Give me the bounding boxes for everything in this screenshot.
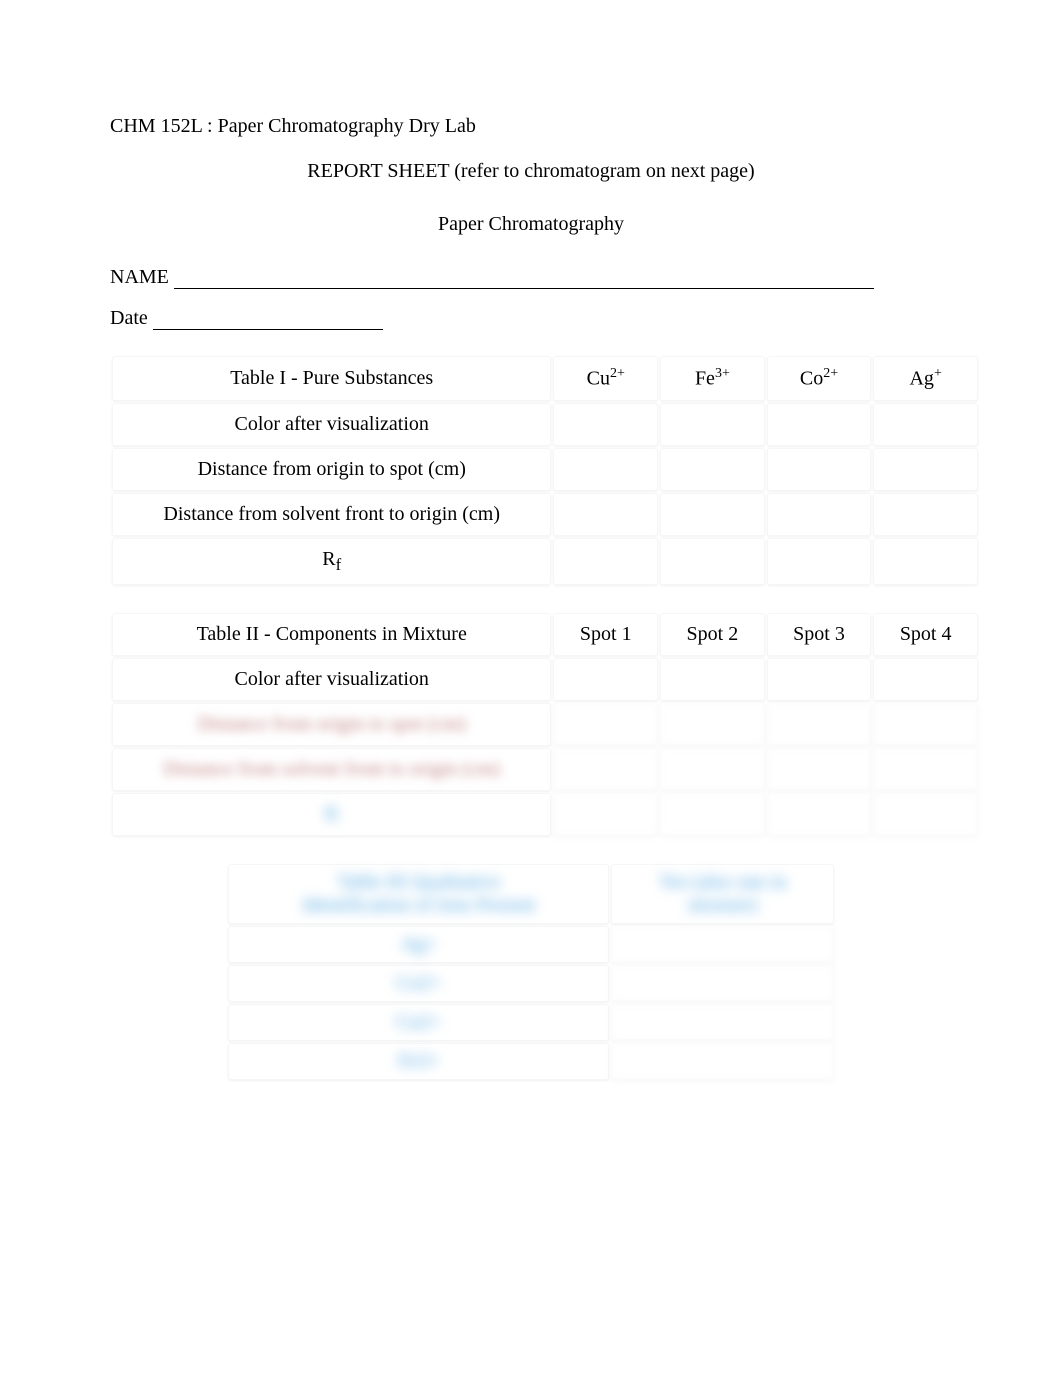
t3-row-fe: Fe3+ [228, 1043, 609, 1080]
table-row: Distance from solvent front to origin (c… [112, 748, 978, 791]
t2-cell[interactable] [873, 703, 978, 746]
table-row: Cu2+ [228, 1004, 834, 1041]
table-2-col-3: Spot 3 [767, 613, 872, 656]
t3-cell[interactable] [611, 965, 834, 1002]
t2-cell[interactable] [767, 748, 872, 791]
date-label: Date [110, 307, 148, 329]
table-row: Ag+ [228, 926, 834, 963]
name-input-line[interactable] [174, 267, 874, 289]
t2-cell[interactable] [660, 703, 765, 746]
name-field-line: NAME [110, 266, 952, 289]
t1-cell[interactable] [660, 493, 765, 536]
t1-cell[interactable] [660, 448, 765, 491]
t1-cell[interactable] [873, 493, 978, 536]
t2-cell[interactable] [873, 793, 978, 836]
t1-row-color: Color after visualization [112, 403, 551, 446]
table-row: Distance from origin to spot (cm) [112, 703, 978, 746]
table-2-title: Table II - Components in Mixture [112, 613, 551, 656]
table-1-col-cu: Cu2+ [553, 356, 658, 401]
section-title: Paper Chromatography [110, 213, 952, 236]
table-1-pure-substances: Table I - Pure Substances Cu2+ Fe3+ Co2+… [110, 354, 980, 587]
table-1-col-fe: Fe3+ [660, 356, 765, 401]
table-row: Fe3+ [228, 1043, 834, 1080]
t1-cell[interactable] [660, 403, 765, 446]
t2-cell[interactable] [767, 658, 872, 701]
t1-cell[interactable] [873, 538, 978, 585]
t1-cell[interactable] [767, 538, 872, 585]
table-row: Co2+ [228, 965, 834, 1002]
table-3-right-header: Yes (also one in mixture) [611, 864, 834, 924]
table-1-title: Table I - Pure Substances [112, 356, 551, 401]
t2-row-blurred-3: R [112, 793, 551, 836]
t3-cell[interactable] [611, 1004, 834, 1041]
t2-cell[interactable] [660, 658, 765, 701]
t1-cell[interactable] [767, 493, 872, 536]
t1-row-dist-origin: Distance from origin to spot (cm) [112, 448, 551, 491]
t2-cell[interactable] [660, 793, 765, 836]
t3-cell[interactable] [611, 926, 834, 963]
t1-cell[interactable] [553, 448, 658, 491]
t2-cell[interactable] [767, 793, 872, 836]
t2-row-blurred-2: Distance from solvent front to origin (c… [112, 748, 551, 791]
t1-row-dist-solvent: Distance from solvent front to origin (c… [112, 493, 551, 536]
table-row: Distance from solvent front to origin (c… [112, 493, 978, 536]
t1-row-rf: Rf [112, 538, 551, 585]
name-label: NAME [110, 266, 169, 288]
t1-cell[interactable] [873, 448, 978, 491]
table-2-col-4: Spot 4 [873, 613, 978, 656]
course-title: CHM 152L : Paper Chromatography Dry Lab [110, 115, 952, 138]
t1-cell[interactable] [767, 448, 872, 491]
t3-row-ag: Ag+ [228, 926, 609, 963]
date-field-line: Date [110, 307, 952, 330]
t2-cell[interactable] [767, 703, 872, 746]
table-row: Color after visualization [112, 403, 978, 446]
t3-cell[interactable] [611, 1043, 834, 1080]
t2-cell[interactable] [660, 748, 765, 791]
t2-cell[interactable] [553, 703, 658, 746]
t1-cell[interactable] [553, 538, 658, 585]
t2-cell[interactable] [873, 658, 978, 701]
table-2-col-2: Spot 2 [660, 613, 765, 656]
t2-cell[interactable] [873, 748, 978, 791]
t1-cell[interactable] [553, 403, 658, 446]
t2-cell[interactable] [553, 658, 658, 701]
t1-cell[interactable] [660, 538, 765, 585]
table-2-col-1: Spot 1 [553, 613, 658, 656]
t3-row-co: Co2+ [228, 965, 609, 1002]
table-1-col-ag: Ag+ [873, 356, 978, 401]
date-input-line[interactable] [153, 308, 383, 330]
t2-cell[interactable] [553, 793, 658, 836]
table-row: Color after visualization [112, 658, 978, 701]
table-2-mixture: Table II - Components in Mixture Spot 1 … [110, 611, 980, 838]
t2-row-color: Color after visualization [112, 658, 551, 701]
table-row: Rf [112, 538, 978, 585]
table-row: R [112, 793, 978, 836]
t2-row-blurred-1: Distance from origin to spot (cm) [112, 703, 551, 746]
t1-cell[interactable] [553, 493, 658, 536]
t1-cell[interactable] [873, 403, 978, 446]
t1-cell[interactable] [767, 403, 872, 446]
t3-row-cu: Cu2+ [228, 1004, 609, 1041]
table-3-qualitative: Table III Qualitative Identification of … [226, 862, 836, 1082]
table-row: Distance from origin to spot (cm) [112, 448, 978, 491]
table-1-col-co: Co2+ [767, 356, 872, 401]
report-subtitle: REPORT SHEET (refer to chromatogram on n… [110, 160, 952, 183]
table-3-title: Table III Qualitative Identification of … [228, 864, 609, 924]
t2-cell[interactable] [553, 748, 658, 791]
